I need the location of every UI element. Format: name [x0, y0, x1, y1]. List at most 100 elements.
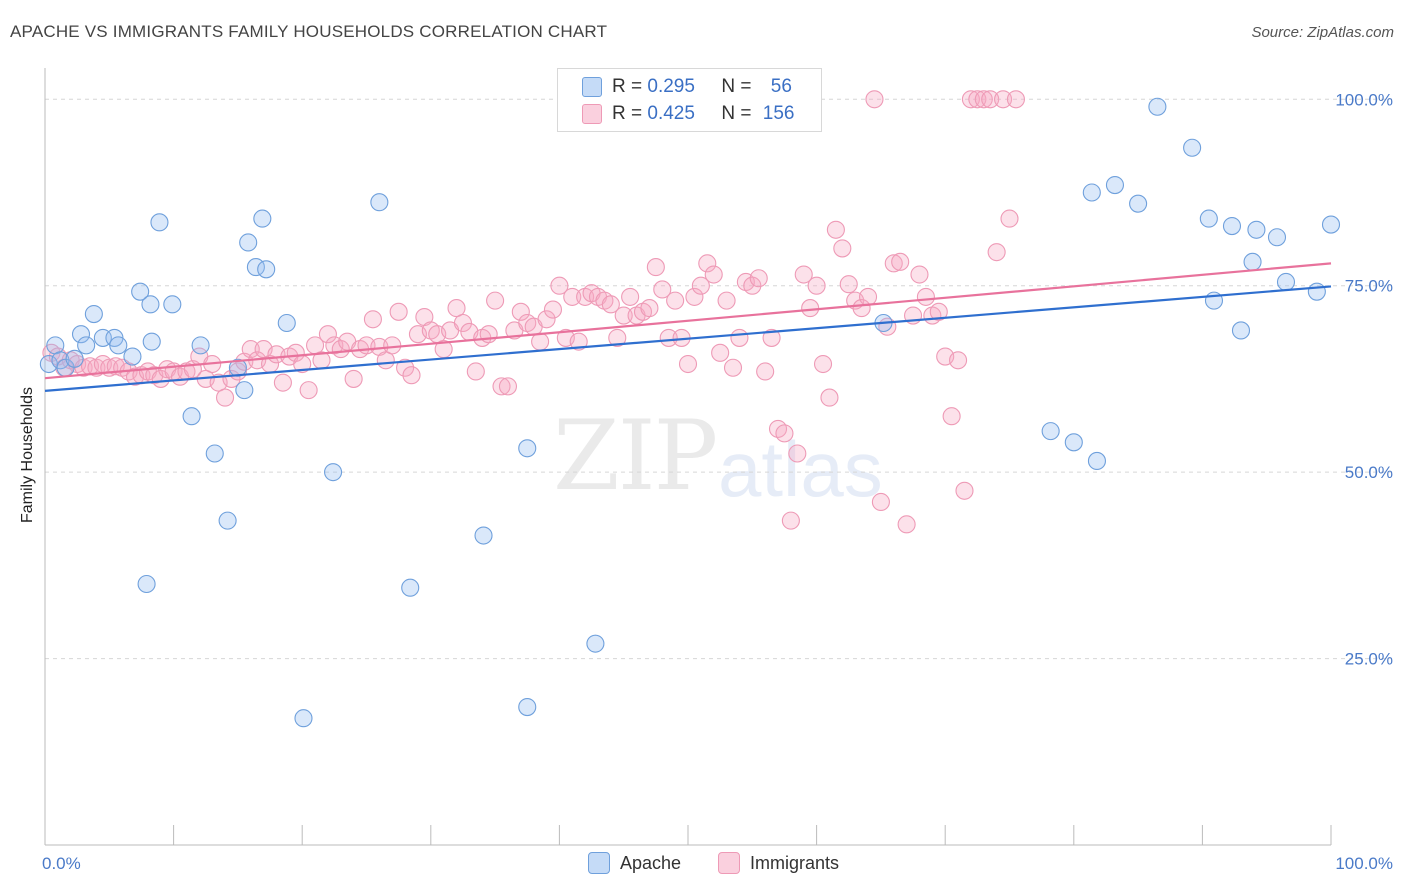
apache-point [1222, 217, 1242, 236]
apache-point [141, 295, 160, 314]
immigrants-point [531, 332, 550, 351]
immigrants-point [775, 424, 794, 443]
immigrants-point [756, 362, 775, 381]
apache-point [191, 336, 210, 355]
immigrants-point [897, 515, 916, 534]
immigrants-point [466, 362, 485, 381]
immigrants-point [498, 377, 518, 396]
immigrants-n-value: 156 [762, 103, 795, 124]
immigrants-point [820, 388, 839, 407]
immigrants-point [723, 358, 743, 377]
apache-point [137, 574, 156, 594]
immigrants-point [608, 328, 627, 347]
immigrants-point [621, 287, 640, 306]
immigrants-r-label: R = [612, 103, 648, 124]
immigrants-point [968, 90, 987, 109]
apache-point [257, 260, 276, 279]
immigrants-point [994, 90, 1013, 109]
immigrants-point [891, 252, 910, 271]
immigrants-point [858, 287, 878, 306]
apache-point [163, 295, 182, 314]
immigrants-point [646, 258, 665, 277]
apache-point [1148, 97, 1167, 116]
immigrants-legend-swatch [718, 852, 740, 874]
apache-point [71, 325, 91, 344]
immigrants-point [781, 511, 800, 530]
immigrants-point [987, 243, 1006, 262]
immigrants-point [981, 90, 1000, 109]
immigrants-point [331, 340, 350, 359]
immigrants-point [1006, 90, 1025, 109]
immigrants-point [743, 276, 762, 295]
x-tick-label-min: 0.0% [42, 854, 81, 873]
immigrants-point [543, 300, 563, 319]
immigrants-point [492, 377, 511, 396]
immigrants-point [839, 275, 858, 294]
immigrants-point [241, 340, 260, 359]
stats-legend: R = 0.295 N = 56 R = 0.425 N = 156 [557, 68, 822, 132]
x-tick-label-max: 100.0% [1335, 854, 1393, 873]
legend-row-immigrants: R = 0.425 N = 156 [582, 102, 794, 126]
immigrants-point [396, 358, 415, 377]
y-tick-label: 50.0% [1345, 463, 1393, 482]
immigrants-point [453, 313, 473, 333]
immigrants-point [215, 388, 235, 407]
apache-point [1247, 220, 1266, 239]
apache-point [1129, 194, 1148, 213]
apache-point [218, 511, 237, 530]
apache-point [401, 578, 420, 597]
immigrants-point [1000, 209, 1019, 228]
legend-item-apache[interactable]: Apache [588, 852, 681, 874]
axis-layer [44, 68, 1332, 846]
apache-r-value: 0.295 [647, 76, 695, 97]
immigrants-point [511, 302, 530, 321]
apache-point [131, 282, 150, 301]
immigrants-point [955, 481, 974, 500]
immigrants-point [813, 354, 833, 374]
immigrants-point [794, 265, 813, 284]
immigrants-point [447, 299, 466, 318]
apache-point [518, 439, 537, 458]
immigrants-point [807, 276, 826, 295]
y-tick-label: 100.0% [1335, 90, 1393, 109]
apache-r-label: R = [612, 76, 648, 97]
apache-point [239, 233, 258, 252]
watermark-zip: ZIP [553, 400, 718, 512]
watermark-atlas: atlas [718, 425, 883, 513]
legend-item-immigrants[interactable]: Immigrants [718, 852, 839, 874]
legend-row-apache: R = 0.295 N = 56 [582, 75, 792, 99]
apache-point [1267, 228, 1287, 247]
apache-point [294, 709, 313, 728]
apache-point [142, 332, 161, 351]
apache-n-value: 56 [770, 76, 792, 97]
y-tick-label: 25.0% [1345, 650, 1393, 669]
immigrants-point [389, 302, 408, 321]
immigrants-point [916, 287, 935, 306]
apache-legend-label: Apache [620, 852, 682, 873]
apache-point [123, 347, 142, 366]
apache-point [1243, 252, 1262, 271]
apache-point [1199, 209, 1218, 228]
immigrants-point [974, 90, 993, 109]
immigrants-swatch [582, 104, 602, 124]
immigrants-point [685, 287, 704, 306]
immigrants-point [653, 280, 672, 299]
apache-point [1041, 422, 1060, 441]
immigrants-point [762, 328, 781, 347]
immigrants-point [659, 328, 678, 347]
immigrants-point [383, 336, 402, 355]
immigrants-point [961, 90, 980, 109]
immigrants-point [614, 306, 633, 325]
immigrants-point [537, 310, 556, 329]
immigrants-point [678, 354, 698, 374]
apache-point [109, 336, 128, 355]
immigrants-point [801, 299, 820, 318]
apache-point [324, 463, 343, 482]
immigrants-point [704, 265, 723, 284]
immigrants-point [833, 239, 852, 258]
apache-point [235, 381, 254, 400]
apache-n-label: N = [721, 76, 757, 97]
apache-swatch [582, 77, 602, 97]
apache-point [65, 349, 84, 368]
apache-point [1321, 215, 1341, 234]
